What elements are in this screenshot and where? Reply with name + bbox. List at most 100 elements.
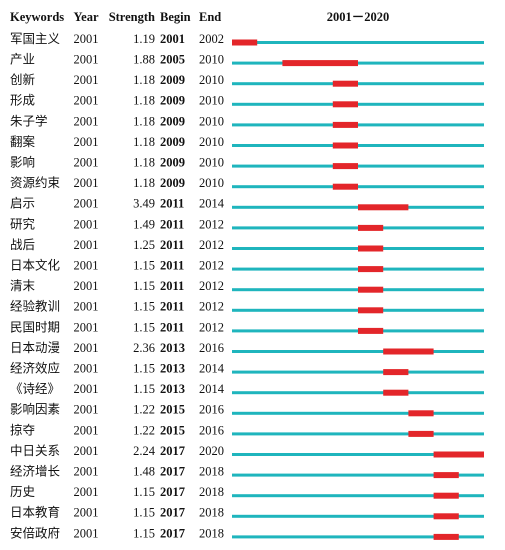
strength: 1.15 [133, 320, 155, 334]
year: 2001 [74, 485, 99, 499]
keyword: 经济增长 [10, 463, 61, 478]
keyword: 经济效应 [10, 360, 60, 375]
year: 2001 [74, 464, 99, 478]
range-title: 2001－2020 [327, 10, 390, 24]
burst-bar [383, 369, 409, 376]
strength: 3.49 [133, 197, 155, 211]
keyword: 战后 [10, 238, 35, 252]
end: 2010 [199, 135, 224, 149]
keyword: 军国主义 [10, 32, 61, 46]
end: 2014 [199, 382, 225, 396]
year: 2001 [74, 94, 99, 108]
strength: 1.18 [133, 114, 155, 128]
keyword: 影响因素 [10, 402, 60, 417]
begin: 2009 [160, 155, 185, 169]
burst-bar [383, 348, 434, 355]
begin: 2005 [160, 52, 185, 66]
end: 2012 [199, 320, 224, 334]
burst-bar [383, 389, 409, 396]
keyword: 产业 [10, 52, 35, 66]
strength: 1.18 [133, 155, 155, 169]
begin: 2015 [160, 423, 185, 437]
strength: 2.36 [133, 341, 155, 355]
year: 2001 [74, 526, 99, 540]
keyword: 创新 [10, 72, 35, 87]
timeline [232, 494, 484, 498]
year: 2001 [74, 135, 99, 149]
begin: 2011 [160, 258, 184, 272]
burst-bar [358, 327, 384, 334]
strength: 1.18 [133, 135, 155, 149]
end: 2014 [199, 197, 225, 211]
begin: 2009 [160, 135, 185, 149]
keyword: 历史 [10, 485, 36, 499]
column-header: End [199, 10, 221, 24]
burst-bar [332, 101, 358, 108]
timeline [232, 514, 484, 518]
burst-bar [332, 121, 358, 128]
strength: 1.15 [133, 506, 155, 520]
year: 2001 [74, 341, 99, 355]
end: 2018 [199, 506, 224, 520]
year: 2001 [74, 300, 99, 314]
keyword: 清末 [10, 279, 36, 293]
end: 2002 [199, 32, 224, 46]
timeline [232, 473, 484, 477]
end: 2012 [199, 238, 224, 252]
burst-bar [332, 142, 358, 149]
end: 2018 [199, 485, 224, 499]
keyword: 日本文化 [10, 257, 61, 272]
year: 2001 [74, 320, 99, 334]
begin: 2001 [160, 32, 185, 46]
column-header: Begin [160, 10, 191, 24]
year: 2001 [74, 444, 99, 458]
strength: 1.18 [133, 94, 155, 108]
column-header: Strength [109, 10, 155, 24]
strength: 1.15 [133, 382, 155, 396]
end: 2010 [199, 114, 224, 128]
keyword: 《诗经》 [10, 382, 60, 396]
strength: 1.15 [133, 361, 155, 375]
strength: 1.18 [133, 176, 155, 190]
timeline [232, 350, 484, 353]
year: 2001 [74, 32, 99, 46]
begin: 2017 [160, 526, 185, 540]
begin: 2011 [160, 197, 184, 211]
begin: 2015 [160, 403, 185, 417]
strength: 1.15 [133, 258, 155, 272]
begin: 2013 [160, 382, 185, 396]
year: 2001 [74, 114, 99, 128]
end: 2016 [199, 423, 224, 437]
timeline [232, 535, 484, 539]
end: 2016 [199, 403, 224, 417]
end: 2012 [199, 279, 224, 293]
strength: 1.22 [133, 423, 155, 437]
timeline [232, 391, 484, 395]
burst-bar [282, 60, 358, 67]
burst-bar [408, 430, 434, 437]
burst-bar [433, 451, 484, 458]
year: 2001 [74, 382, 99, 396]
burst-bar [433, 533, 459, 540]
burst-bar [433, 513, 459, 520]
year: 2001 [74, 403, 99, 417]
keyword: 启示 [10, 197, 35, 211]
burst-bar [358, 286, 384, 293]
begin: 2011 [160, 279, 184, 293]
strength: 1.48 [133, 464, 155, 478]
year: 2001 [74, 279, 99, 293]
begin: 2013 [160, 341, 185, 355]
strength: 1.88 [133, 52, 155, 66]
burst-bar [358, 307, 384, 314]
timeline [232, 453, 484, 456]
strength: 1.25 [133, 238, 155, 252]
strength: 1.22 [133, 403, 155, 417]
keyword: 安倍政府 [10, 525, 60, 540]
end: 2014 [199, 361, 225, 375]
end: 2012 [199, 300, 224, 314]
burst-bar [358, 204, 409, 211]
keyword: 研究 [10, 216, 36, 231]
begin: 2013 [160, 361, 185, 375]
burst-bar [358, 224, 384, 231]
strength: 1.19 [133, 32, 155, 46]
